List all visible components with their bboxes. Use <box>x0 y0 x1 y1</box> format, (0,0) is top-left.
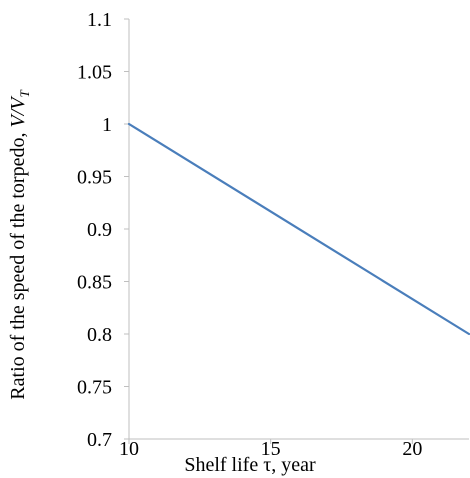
y-axis-title: Ratio of the speed of the torpedo, V/VT <box>7 90 32 400</box>
y-tick-label: 0.9 <box>87 219 112 241</box>
y-tick-label: 0.95 <box>77 167 112 189</box>
x-tick-label: 10 <box>119 438 139 460</box>
y-tick-label: 1.05 <box>77 62 112 84</box>
series-line <box>127 122 470 336</box>
y-tick-label: 0.85 <box>77 272 112 294</box>
x-tick-label: 20 <box>402 438 422 460</box>
y-tick-label: 1 <box>102 114 112 136</box>
x-tick-label: 15 <box>261 438 281 460</box>
y-tick-label: 0.8 <box>87 324 112 346</box>
x-axis-ticks: 10 15 20 <box>119 438 422 460</box>
y-tick-label: 0.7 <box>87 429 112 451</box>
x-axis-title: Shelf life τ, year <box>184 454 316 476</box>
y-axis-ticks: 0.7 0.75 0.8 0.85 0.9 0.95 1 1.05 1.1 <box>77 9 129 451</box>
y-tick-label: 1.1 <box>87 9 112 31</box>
series-layer <box>127 122 470 336</box>
y-tick-label: 0.75 <box>77 377 112 399</box>
